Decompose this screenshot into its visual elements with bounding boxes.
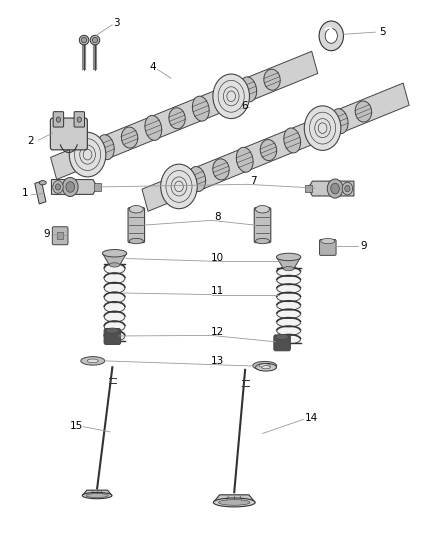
Circle shape xyxy=(213,74,250,118)
Ellipse shape xyxy=(213,159,229,180)
Ellipse shape xyxy=(97,135,114,160)
Ellipse shape xyxy=(92,37,98,43)
Circle shape xyxy=(319,21,343,51)
Ellipse shape xyxy=(283,266,294,271)
FancyBboxPatch shape xyxy=(254,208,271,243)
Ellipse shape xyxy=(79,35,89,45)
Text: 4: 4 xyxy=(149,62,156,72)
Ellipse shape xyxy=(213,498,255,507)
Polygon shape xyxy=(102,253,127,265)
Ellipse shape xyxy=(355,101,371,122)
Ellipse shape xyxy=(86,494,108,497)
Ellipse shape xyxy=(276,253,301,261)
FancyBboxPatch shape xyxy=(53,112,64,127)
Ellipse shape xyxy=(106,328,119,333)
Bar xyxy=(57,232,64,239)
Text: 13: 13 xyxy=(211,357,224,366)
Text: 9: 9 xyxy=(360,241,367,252)
Ellipse shape xyxy=(276,334,289,340)
Text: 12: 12 xyxy=(211,327,224,337)
Text: 5: 5 xyxy=(379,27,386,37)
FancyBboxPatch shape xyxy=(50,118,87,150)
Circle shape xyxy=(77,117,81,122)
Ellipse shape xyxy=(87,359,98,363)
Bar xyxy=(104,264,125,341)
Polygon shape xyxy=(82,490,112,496)
Circle shape xyxy=(63,177,78,197)
Ellipse shape xyxy=(102,249,127,257)
Text: 3: 3 xyxy=(113,18,120,28)
Ellipse shape xyxy=(255,364,276,371)
Ellipse shape xyxy=(39,181,46,185)
Circle shape xyxy=(331,183,339,194)
FancyBboxPatch shape xyxy=(104,328,120,344)
Ellipse shape xyxy=(240,77,257,102)
Polygon shape xyxy=(50,51,318,180)
Ellipse shape xyxy=(216,88,233,110)
Text: 7: 7 xyxy=(250,175,256,185)
Bar xyxy=(277,268,300,343)
Polygon shape xyxy=(276,257,301,269)
Ellipse shape xyxy=(121,127,138,148)
Text: 9: 9 xyxy=(44,229,50,239)
Bar xyxy=(305,185,312,192)
Ellipse shape xyxy=(129,238,143,244)
Ellipse shape xyxy=(260,140,277,160)
FancyBboxPatch shape xyxy=(128,208,145,243)
Ellipse shape xyxy=(169,108,185,129)
Circle shape xyxy=(56,117,60,122)
Ellipse shape xyxy=(90,35,100,45)
FancyBboxPatch shape xyxy=(274,335,290,351)
Bar xyxy=(94,183,101,191)
Circle shape xyxy=(66,182,74,192)
Ellipse shape xyxy=(192,96,209,121)
Ellipse shape xyxy=(145,116,162,140)
Polygon shape xyxy=(308,181,354,196)
Ellipse shape xyxy=(264,69,280,90)
Ellipse shape xyxy=(255,238,269,244)
Ellipse shape xyxy=(165,178,182,199)
Text: 1: 1 xyxy=(22,188,28,198)
Circle shape xyxy=(342,182,353,195)
Circle shape xyxy=(304,106,341,150)
Ellipse shape xyxy=(308,120,324,141)
Circle shape xyxy=(161,164,197,209)
Circle shape xyxy=(55,184,60,190)
Polygon shape xyxy=(142,83,409,211)
Ellipse shape xyxy=(189,166,205,191)
Text: 6: 6 xyxy=(241,101,247,111)
Ellipse shape xyxy=(259,364,270,368)
Ellipse shape xyxy=(237,147,253,172)
Ellipse shape xyxy=(261,366,270,369)
Circle shape xyxy=(327,179,343,198)
Text: 8: 8 xyxy=(214,212,221,222)
Bar xyxy=(35,181,46,204)
Circle shape xyxy=(325,28,337,43)
Circle shape xyxy=(69,132,106,177)
Ellipse shape xyxy=(81,37,87,43)
Ellipse shape xyxy=(253,361,277,370)
Text: 11: 11 xyxy=(211,286,224,296)
Ellipse shape xyxy=(219,499,250,505)
Circle shape xyxy=(53,181,63,193)
Ellipse shape xyxy=(284,128,300,153)
Ellipse shape xyxy=(110,263,120,267)
FancyBboxPatch shape xyxy=(52,227,68,245)
Polygon shape xyxy=(213,495,255,503)
Ellipse shape xyxy=(129,206,143,213)
Ellipse shape xyxy=(74,146,90,167)
Text: 10: 10 xyxy=(211,253,224,263)
Polygon shape xyxy=(51,180,97,195)
Ellipse shape xyxy=(331,109,348,134)
Circle shape xyxy=(345,185,350,192)
Ellipse shape xyxy=(81,357,105,365)
Text: 15: 15 xyxy=(70,421,83,431)
Text: 2: 2 xyxy=(28,136,34,147)
Ellipse shape xyxy=(321,238,335,244)
Ellipse shape xyxy=(255,206,269,213)
Text: 14: 14 xyxy=(305,413,318,423)
FancyBboxPatch shape xyxy=(320,239,336,255)
FancyBboxPatch shape xyxy=(74,112,85,127)
Ellipse shape xyxy=(82,492,112,499)
